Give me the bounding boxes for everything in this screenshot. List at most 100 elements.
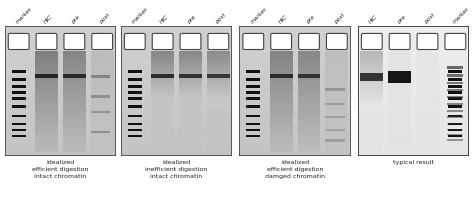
Bar <box>63 94 86 98</box>
Bar <box>207 135 230 137</box>
Bar <box>270 54 292 57</box>
Bar <box>179 150 202 152</box>
Bar <box>239 49 351 52</box>
Bar <box>388 78 411 81</box>
Bar <box>360 56 383 57</box>
Bar <box>35 108 58 111</box>
Bar <box>151 79 174 81</box>
Bar <box>360 99 383 101</box>
Bar <box>388 71 411 83</box>
Bar <box>298 91 320 94</box>
Bar <box>5 124 116 127</box>
Bar <box>207 61 230 63</box>
Bar <box>239 52 351 54</box>
Bar <box>91 71 114 74</box>
Text: pre: pre <box>187 14 197 25</box>
Bar <box>63 114 86 118</box>
Bar <box>239 80 351 83</box>
Bar <box>179 113 202 114</box>
Bar <box>12 129 26 131</box>
Bar <box>151 84 174 85</box>
Bar <box>416 114 439 118</box>
Bar <box>270 108 292 111</box>
Bar <box>128 105 142 108</box>
Bar <box>179 76 202 78</box>
Bar <box>121 153 232 156</box>
Bar <box>358 57 469 60</box>
Bar <box>388 88 411 91</box>
Bar <box>358 153 469 156</box>
Bar <box>246 105 260 108</box>
Bar <box>358 78 469 80</box>
Bar <box>179 88 202 90</box>
Bar <box>121 127 232 130</box>
Bar <box>416 57 439 61</box>
Bar <box>63 57 86 61</box>
Bar <box>63 64 86 67</box>
Bar <box>35 74 58 78</box>
Bar <box>121 34 232 36</box>
Bar <box>239 101 351 104</box>
Bar <box>151 74 174 78</box>
Bar <box>179 82 202 84</box>
Bar <box>358 104 469 106</box>
Bar <box>12 105 26 108</box>
Bar <box>246 115 260 117</box>
Bar <box>179 69 202 70</box>
Bar <box>358 26 469 29</box>
Bar <box>91 67 114 71</box>
Bar <box>179 100 202 102</box>
Bar <box>63 148 86 152</box>
Bar <box>5 91 116 93</box>
Bar <box>298 148 320 152</box>
Bar <box>63 78 86 81</box>
Bar <box>360 128 383 130</box>
Bar <box>121 119 232 122</box>
Bar <box>239 31 351 34</box>
Bar <box>63 98 86 101</box>
Bar <box>358 36 469 39</box>
Bar <box>5 52 116 54</box>
Bar <box>5 60 116 62</box>
Bar <box>360 69 383 71</box>
Bar <box>179 54 202 55</box>
Bar <box>121 150 232 153</box>
Bar <box>151 96 174 98</box>
Bar <box>360 121 383 123</box>
Bar <box>207 74 230 78</box>
Bar <box>35 88 58 91</box>
Bar <box>448 85 462 88</box>
Bar <box>358 143 469 145</box>
Bar <box>151 142 174 144</box>
Bar <box>5 122 116 124</box>
Bar <box>5 36 116 39</box>
Bar <box>358 49 469 52</box>
Bar <box>246 85 260 88</box>
Bar <box>360 54 383 56</box>
Bar <box>416 78 439 81</box>
Bar <box>5 80 116 83</box>
Bar <box>448 78 462 81</box>
Bar <box>358 101 469 104</box>
Bar <box>239 119 351 122</box>
Bar <box>298 111 320 114</box>
Bar <box>91 121 114 125</box>
Bar <box>416 141 439 145</box>
Bar <box>270 141 292 145</box>
Bar <box>207 129 230 131</box>
Bar <box>360 137 383 138</box>
Bar <box>388 125 411 128</box>
Bar <box>207 113 230 114</box>
Bar <box>63 101 86 105</box>
Bar <box>207 92 230 93</box>
Bar <box>151 146 174 148</box>
Bar <box>121 137 232 140</box>
Bar <box>35 98 58 101</box>
Bar <box>151 54 174 55</box>
Bar <box>358 34 469 36</box>
Bar <box>270 98 292 101</box>
Bar <box>91 111 114 114</box>
Text: marker: marker <box>452 6 470 25</box>
Bar <box>12 97 26 100</box>
Bar <box>358 80 469 83</box>
